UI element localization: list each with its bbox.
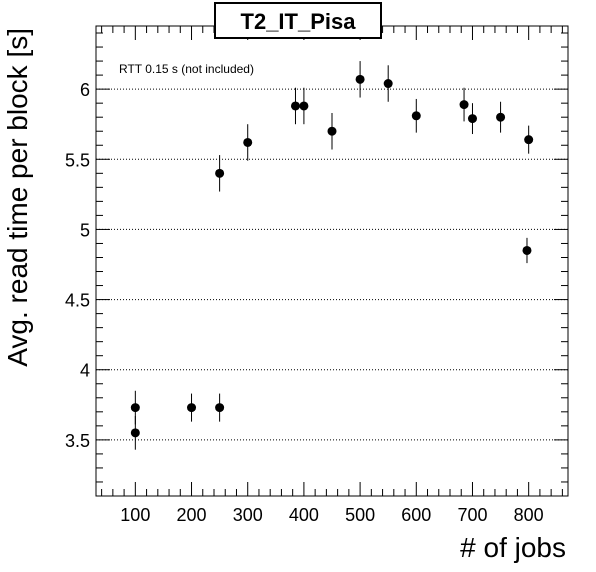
y-axis-label: Avg. read time per block [s] (2, 28, 33, 367)
x-axis-label: # of jobs (460, 532, 566, 563)
x-tick-label: 400 (289, 505, 319, 525)
data-point (290, 101, 300, 111)
data-point (459, 100, 469, 110)
y-tick-label: 3.5 (65, 431, 90, 451)
x-tick-label: 700 (457, 505, 487, 525)
axes: 3.5 4 4.5 5 5.5 6 100 200 300 400 500 600 700 800 (65, 26, 568, 525)
x-tick-label: 800 (514, 505, 544, 525)
data-point (327, 126, 337, 136)
chart-title: T2_IT_Pisa (241, 9, 357, 34)
plot-frame (95, 25, 569, 497)
y-tick-label: 4.5 (65, 291, 90, 311)
x-tick-label: 300 (233, 505, 263, 525)
data-point (496, 112, 506, 122)
y-tick-label: 5 (80, 220, 90, 240)
y-tick-label: 6 (80, 80, 90, 100)
data-point (467, 114, 477, 124)
data-point (130, 428, 140, 438)
x-tick-label: 200 (177, 505, 207, 525)
y-tick-label: 5.5 (65, 150, 90, 170)
data-point (524, 135, 534, 145)
x-tick-label: 600 (401, 505, 431, 525)
data-point (215, 168, 225, 178)
data-points (130, 61, 534, 450)
y-tick-label: 4 (80, 361, 90, 381)
data-point (130, 403, 140, 413)
data-point (522, 245, 532, 255)
data-point (411, 111, 421, 121)
annotation-label: RTT 0.15 s (not included) (119, 62, 254, 76)
x-tick-label: 500 (345, 505, 375, 525)
data-point (383, 79, 393, 89)
data-point (299, 101, 309, 111)
data-point (243, 137, 253, 147)
grid-lines (96, 88, 568, 441)
data-point (215, 403, 225, 413)
data-point (187, 403, 197, 413)
data-point (355, 74, 365, 84)
title-box (214, 2, 382, 39)
x-tick-label: 100 (120, 505, 150, 525)
